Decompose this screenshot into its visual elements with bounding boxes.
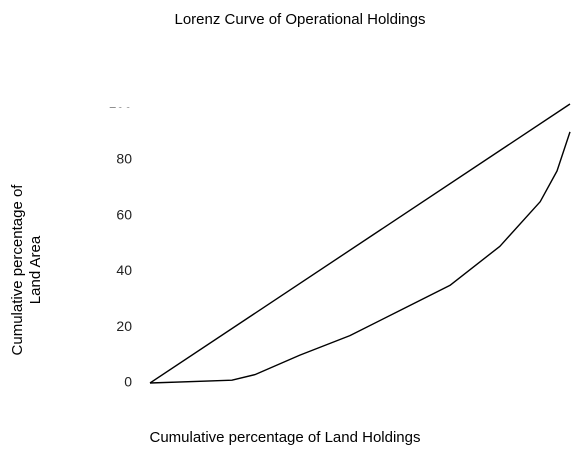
y-tick-label: 20 bbox=[116, 318, 132, 334]
line bbox=[149, 103, 571, 384]
y-tick-label: 60 bbox=[116, 206, 132, 222]
y-tick-label: 100 bbox=[109, 95, 133, 111]
y-axis-label-line: Land Area bbox=[27, 235, 44, 304]
y-tick-label: 0 bbox=[124, 374, 132, 390]
chart-title: Lorenz Curve of Operational Holdings bbox=[175, 11, 426, 28]
y-axis-label: Cumulative percentage of Land Area bbox=[9, 184, 44, 356]
y-tick-label: 80 bbox=[116, 151, 132, 167]
y-axis-label-line: Cumulative percentage of bbox=[9, 184, 26, 356]
x-axis-label: Cumulative percentage of Land Holdings bbox=[149, 429, 420, 446]
line bbox=[149, 131, 571, 384]
y-ticks: 0 20 40 60 80 100 bbox=[109, 95, 133, 390]
y-tick-label: 40 bbox=[116, 262, 132, 278]
